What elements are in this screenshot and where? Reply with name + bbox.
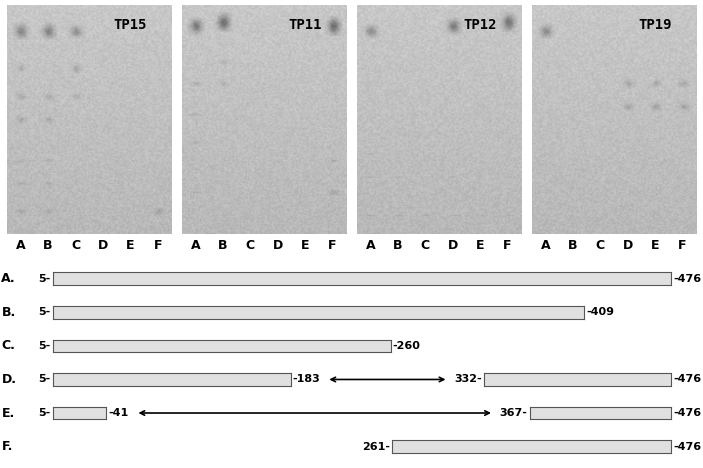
Text: E: E <box>301 239 309 252</box>
Text: E.: E. <box>1 407 15 419</box>
Text: C: C <box>246 239 255 252</box>
Text: D: D <box>273 239 283 252</box>
Text: B: B <box>568 239 577 252</box>
Text: 5-: 5- <box>39 274 51 284</box>
Text: TP12: TP12 <box>463 18 497 32</box>
Text: 5-: 5- <box>39 374 51 385</box>
Text: TP15: TP15 <box>113 18 147 32</box>
Text: 5-: 5- <box>39 307 51 317</box>
Text: -183: -183 <box>292 374 321 385</box>
Text: -476: -476 <box>673 274 702 284</box>
Text: -476: -476 <box>673 441 702 452</box>
Text: B: B <box>218 239 228 252</box>
Text: 332-: 332- <box>454 374 482 385</box>
Text: D: D <box>448 239 458 252</box>
Text: D: D <box>622 239 633 252</box>
Text: 5-: 5- <box>39 341 51 351</box>
Text: E: E <box>651 239 659 252</box>
Text: A: A <box>191 239 200 252</box>
Text: B: B <box>44 239 53 252</box>
Text: 367-: 367- <box>500 408 527 418</box>
Text: -476: -476 <box>673 408 702 418</box>
Text: C.: C. <box>1 339 15 352</box>
Text: -409: -409 <box>586 307 614 317</box>
Text: F: F <box>153 239 162 252</box>
Text: -41: -41 <box>108 408 129 418</box>
Text: A: A <box>366 239 375 252</box>
Text: C: C <box>71 239 80 252</box>
Text: E: E <box>126 239 134 252</box>
Text: C: C <box>595 239 605 252</box>
Text: E: E <box>476 239 484 252</box>
Text: D.: D. <box>1 373 16 386</box>
Text: B.: B. <box>1 306 15 319</box>
Text: F.: F. <box>1 440 13 453</box>
Text: TP11: TP11 <box>288 18 322 32</box>
Text: A.: A. <box>1 272 16 285</box>
Text: C: C <box>420 239 430 252</box>
Text: F: F <box>328 239 337 252</box>
Text: TP19: TP19 <box>638 18 671 32</box>
Text: 5-: 5- <box>39 408 51 418</box>
Text: A: A <box>541 239 550 252</box>
Text: 261-: 261- <box>362 441 390 452</box>
Text: B: B <box>393 239 403 252</box>
Text: -476: -476 <box>673 374 702 385</box>
Text: D: D <box>98 239 108 252</box>
Text: -260: -260 <box>393 341 420 351</box>
Text: A: A <box>16 239 25 252</box>
Text: F: F <box>678 239 687 252</box>
Text: F: F <box>503 239 512 252</box>
